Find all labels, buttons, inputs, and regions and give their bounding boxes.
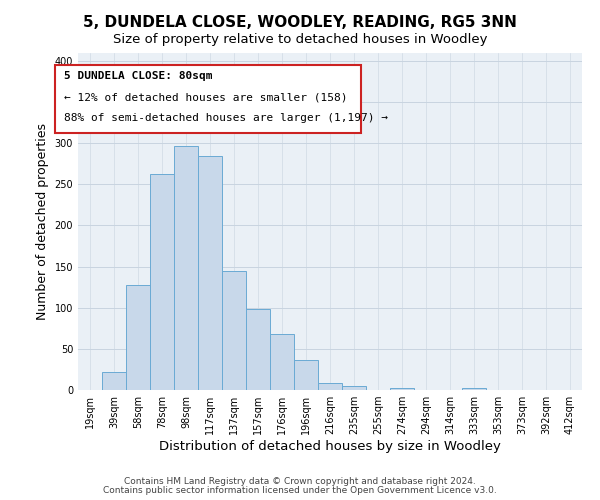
Bar bbox=[318, 382, 342, 390]
Bar bbox=[342, 386, 366, 390]
Bar bbox=[222, 270, 246, 390]
Text: 5 DUNDELA CLOSE: 80sqm: 5 DUNDELA CLOSE: 80sqm bbox=[64, 71, 212, 81]
X-axis label: Distribution of detached houses by size in Woodley: Distribution of detached houses by size … bbox=[159, 440, 501, 453]
Text: Size of property relative to detached houses in Woodley: Size of property relative to detached ho… bbox=[113, 32, 487, 46]
Bar bbox=[390, 388, 414, 390]
Text: Contains HM Land Registry data © Crown copyright and database right 2024.: Contains HM Land Registry data © Crown c… bbox=[124, 477, 476, 486]
Text: Contains public sector information licensed under the Open Government Licence v3: Contains public sector information licen… bbox=[103, 486, 497, 495]
Bar bbox=[294, 360, 318, 390]
Bar bbox=[102, 372, 126, 390]
Text: ← 12% of detached houses are smaller (158): ← 12% of detached houses are smaller (15… bbox=[64, 92, 348, 102]
Text: 88% of semi-detached houses are larger (1,197) →: 88% of semi-detached houses are larger (… bbox=[64, 113, 388, 123]
Bar bbox=[270, 334, 294, 390]
Bar bbox=[150, 174, 174, 390]
Bar bbox=[126, 284, 150, 390]
Bar bbox=[462, 388, 486, 390]
Text: 5, DUNDELA CLOSE, WOODLEY, READING, RG5 3NN: 5, DUNDELA CLOSE, WOODLEY, READING, RG5 … bbox=[83, 15, 517, 30]
Bar bbox=[174, 146, 198, 390]
Bar bbox=[246, 310, 270, 390]
Y-axis label: Number of detached properties: Number of detached properties bbox=[36, 122, 49, 320]
Bar bbox=[198, 156, 222, 390]
